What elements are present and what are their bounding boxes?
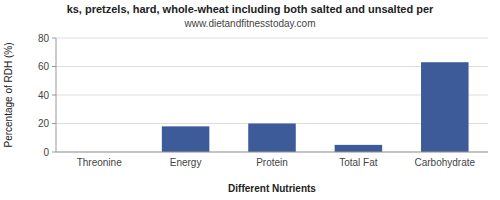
y-axis-line [56, 38, 57, 152]
bar [248, 124, 296, 153]
grid-line [56, 38, 488, 39]
bar [421, 62, 469, 152]
tick-label: 40 [38, 90, 50, 101]
y-axis: 0 20 40 60 80 [38, 33, 488, 158]
tick-label: 80 [38, 33, 50, 44]
tick-label: Energy [170, 157, 202, 168]
bar [162, 126, 210, 152]
x-axis-line [56, 152, 488, 153]
x-axis-label: Different Nutrients [228, 183, 316, 194]
title: ks, pretzels, hard, whole-wheat includin… [67, 3, 434, 15]
tick-mark [52, 152, 56, 153]
page: {"chart_data": {"type": "bar", "title": … [0, 0, 500, 200]
bar [335, 145, 383, 152]
chart-container: ks, pretzels, hard, whole-wheat includin… [0, 0, 500, 200]
chart-svg: ks, pretzels, hard, whole-wheat includin… [0, 0, 500, 200]
tick-mark [52, 38, 56, 39]
tick-label: 0 [43, 147, 49, 158]
subtitle: www.dietandfitnesstoday.com [184, 18, 316, 29]
x-axis: Threonine Energy Protein Total Fat Carbohydr… [77, 157, 476, 168]
tick-label: Total Fat [339, 157, 378, 168]
tick-mark [52, 95, 56, 96]
tick-mark [52, 66, 56, 67]
tick-label: Carbohydrate [415, 157, 476, 168]
y-axis-label: Percentage of RDH (%) [3, 42, 14, 147]
tick-mark [52, 123, 56, 124]
bars [162, 62, 469, 152]
tick-label: Threonine [77, 157, 122, 168]
tick-label: 20 [38, 118, 50, 129]
tick-label: 60 [38, 61, 50, 72]
background [0, 0, 500, 200]
tick-label: Protein [256, 157, 288, 168]
grid-line [56, 152, 488, 153]
